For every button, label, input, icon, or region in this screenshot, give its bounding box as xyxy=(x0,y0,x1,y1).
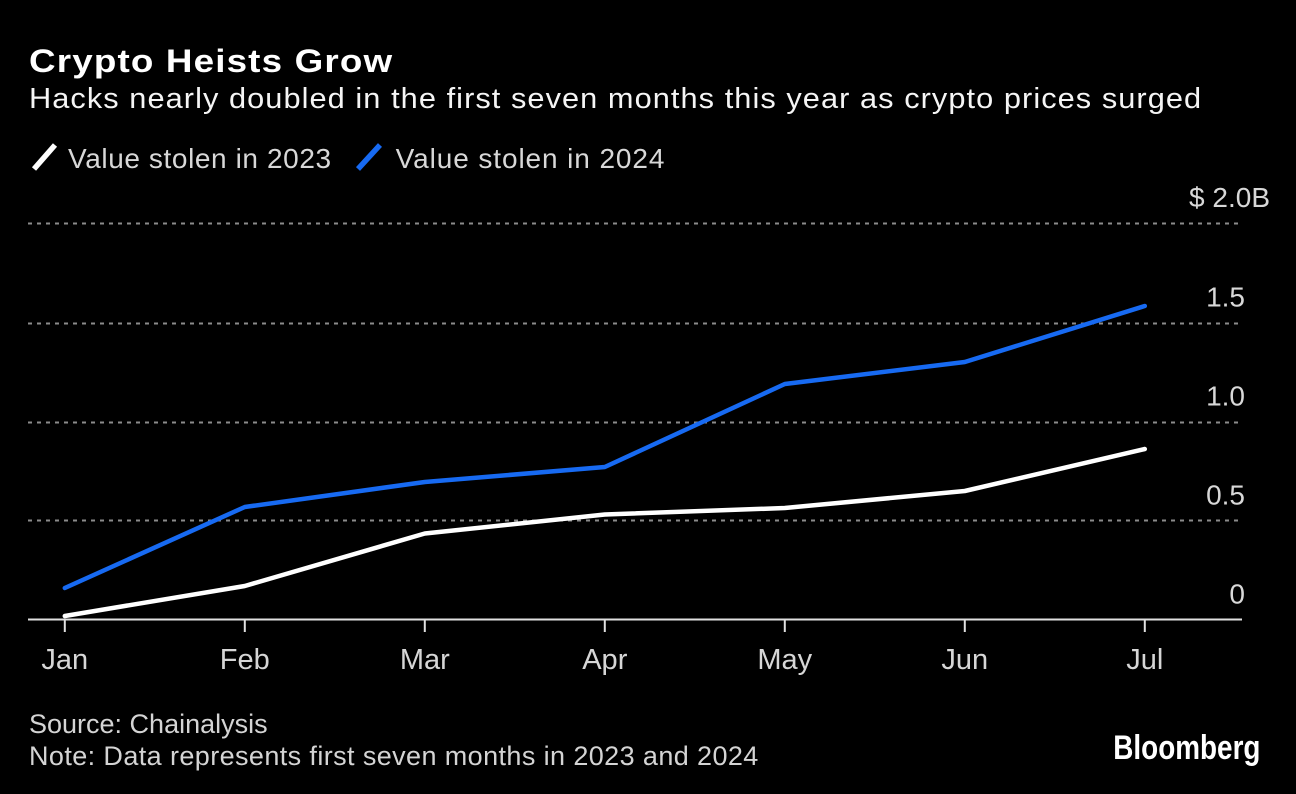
svg-text:$ 2.0B: $ 2.0B xyxy=(1189,182,1270,213)
svg-text:0.5: 0.5 xyxy=(1206,480,1245,511)
svg-text:Jun: Jun xyxy=(941,644,988,676)
svg-text:0: 0 xyxy=(1229,579,1245,610)
svg-text:Apr: Apr xyxy=(582,644,627,676)
svg-text:Feb: Feb xyxy=(220,644,270,676)
svg-text:Jan: Jan xyxy=(41,644,88,676)
svg-text:May: May xyxy=(757,644,812,676)
svg-text:Jul: Jul xyxy=(1126,644,1163,676)
svg-text:Mar: Mar xyxy=(400,644,450,676)
svg-text:1.5: 1.5 xyxy=(1206,282,1245,313)
svg-text:1.0: 1.0 xyxy=(1206,381,1245,412)
